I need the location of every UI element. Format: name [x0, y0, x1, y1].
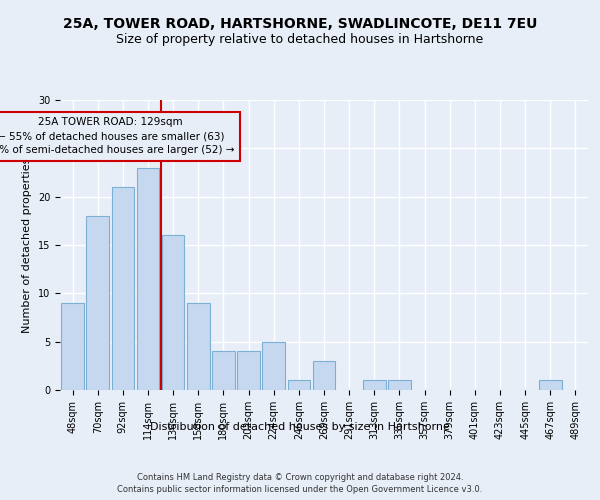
Text: Distribution of detached houses by size in Hartshorne: Distribution of detached houses by size … [150, 422, 450, 432]
Bar [287, 380, 310, 390]
Text: Size of property relative to detached houses in Hartshorne: Size of property relative to detached ho… [116, 32, 484, 46]
Bar [86, 216, 109, 390]
Bar [313, 361, 335, 390]
Bar [237, 352, 260, 390]
Bar [187, 303, 209, 390]
Bar [539, 380, 562, 390]
Bar [388, 380, 411, 390]
Bar [137, 168, 160, 390]
Text: 25A TOWER ROAD: 129sqm
← 55% of detached houses are smaller (63)
45% of semi-det: 25A TOWER ROAD: 129sqm ← 55% of detached… [0, 118, 235, 156]
Y-axis label: Number of detached properties: Number of detached properties [22, 158, 32, 332]
Bar [212, 352, 235, 390]
Bar [61, 303, 84, 390]
Bar [112, 187, 134, 390]
Bar [162, 236, 184, 390]
Bar [262, 342, 285, 390]
Text: Contains HM Land Registry data © Crown copyright and database right 2024.: Contains HM Land Registry data © Crown c… [137, 472, 463, 482]
Text: Contains public sector information licensed under the Open Government Licence v3: Contains public sector information licen… [118, 485, 482, 494]
Text: 25A, TOWER ROAD, HARTSHORNE, SWADLINCOTE, DE11 7EU: 25A, TOWER ROAD, HARTSHORNE, SWADLINCOTE… [63, 18, 537, 32]
Bar [363, 380, 386, 390]
